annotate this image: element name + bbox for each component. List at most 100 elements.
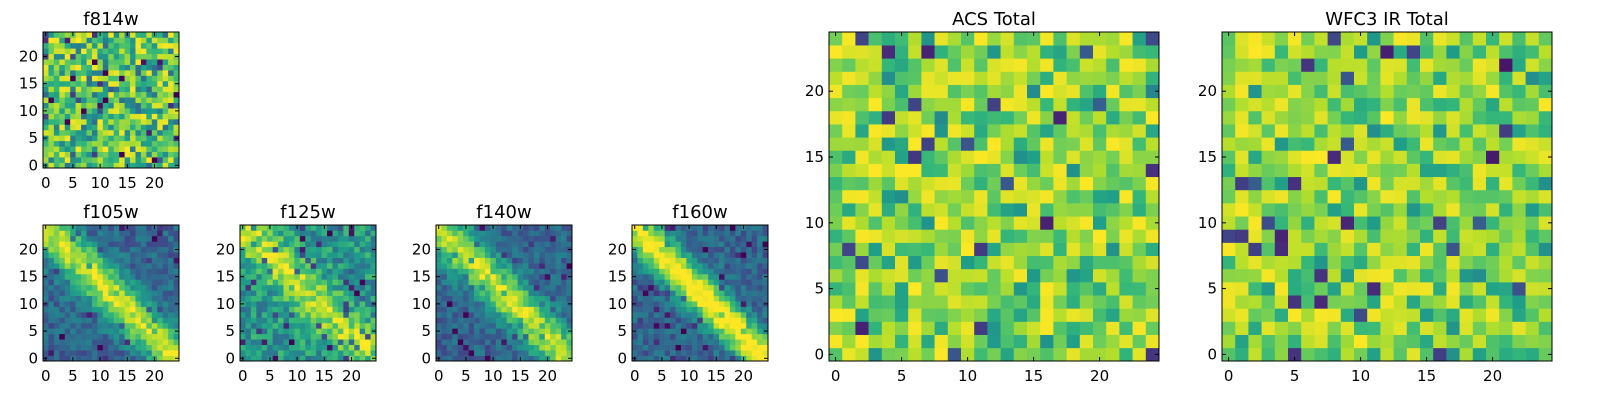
heatmap-cell [124,59,131,65]
heatmap-cell [348,295,355,302]
heatmap-cell [173,119,180,125]
heatmap-cell [724,225,731,231]
heatmap-cell [108,80,115,87]
x-tick-label: 10 [91,367,110,385]
heatmap-cell [70,273,76,280]
heatmap-cell [316,306,322,313]
heatmap-cell [1145,282,1160,296]
heatmap-cell [632,279,638,286]
heatmap-cell [1393,216,1408,230]
heatmap-cell [288,241,295,248]
heatmap-cell [533,257,540,264]
heatmap-cell [697,257,704,264]
heatmap-cell [1472,203,1487,217]
heatmap-cell [113,355,120,362]
heatmap-cell [533,312,540,318]
heatmap-cell [348,290,355,297]
heatmap-cell [1261,321,1276,335]
heatmap-cell [523,230,529,237]
heatmap-cell [934,176,949,191]
heatmap-cell [53,113,60,120]
heatmap-cell [70,295,76,302]
heatmap-cell [697,246,704,253]
heatmap-cell [75,355,82,362]
heatmap-cell [961,229,975,243]
heatmap-cell [1512,163,1526,178]
heatmap-cell [97,102,104,109]
heatmap-cell [506,279,513,286]
heatmap-cell [354,257,360,264]
heatmap-cell [637,235,644,242]
heatmap-cell [1222,124,1236,138]
heatmap-cell [1512,45,1526,59]
heatmap-cell [81,146,87,152]
heatmap-cell [1393,45,1408,59]
heatmap-cell [1327,58,1342,72]
heatmap-cell [1538,150,1553,164]
heatmap-cell [457,257,464,264]
heatmap-cell [1000,124,1015,138]
heatmap-cell [124,322,131,329]
heatmap-cell [974,137,988,151]
heatmap-cell [468,355,475,362]
heatmap-cell [1053,150,1067,164]
heatmap-cell [757,252,763,258]
heatmap-cell [81,53,87,60]
heatmap-cell [86,37,93,44]
heatmap-cell [43,284,49,291]
heatmap-cell [70,113,76,120]
heatmap-cell [539,290,546,297]
heatmap-cell [1486,255,1500,270]
heatmap-cell [868,255,883,270]
heatmap-cell [495,252,502,258]
heatmap-cell [468,230,475,237]
heatmap-cell [1459,334,1474,349]
heatmap-cell [523,279,529,286]
heatmap-cell [921,45,935,59]
heatmap-cell [59,37,66,44]
heatmap-cell [441,306,448,313]
heatmap-cell [947,176,962,191]
heatmap-cell [119,119,125,125]
heatmap-cell [708,279,714,286]
heatmap-cell [130,129,136,136]
heatmap-cell [1499,150,1513,164]
heatmap-cell [735,322,742,329]
heatmap-cell [1066,189,1081,204]
heatmap-cell [495,241,502,248]
heatmap-cell [278,284,284,291]
heatmap-cell [91,252,98,258]
heatmap-cell [140,241,147,248]
heatmap-cell [987,189,1001,204]
heatmap-cell [735,246,742,253]
heatmap-cell [173,151,180,158]
heatmap-cell [1393,150,1408,164]
heatmap-cell [484,241,491,248]
heatmap-cell [713,317,720,324]
axes-frame [239,224,377,362]
heatmap-cell [70,102,76,109]
heatmap-cell [250,263,257,269]
heatmap-cell [1301,110,1315,125]
heatmap-cell [1235,58,1249,72]
heatmap-cell [675,225,682,231]
heatmap-cell [961,32,975,46]
heatmap-cell [53,37,60,44]
heatmap-cell [108,252,115,258]
heatmap-cell [272,246,279,253]
heatmap-cell [64,273,71,280]
heatmap-cell [48,284,55,291]
heatmap-cell [637,225,644,231]
heatmap-cell [75,273,82,280]
heatmap-cell [53,32,60,38]
heatmap-cell [468,317,475,324]
heatmap-cell [113,279,120,286]
heatmap-cell [1433,268,1447,283]
heatmap-cell [130,235,136,242]
heatmap-cell [70,246,76,253]
heatmap-cell [240,333,246,340]
heatmap-cell [108,75,115,82]
heatmap-cell [675,333,682,340]
heatmap-cell [146,91,153,98]
heatmap-cell [288,246,295,253]
